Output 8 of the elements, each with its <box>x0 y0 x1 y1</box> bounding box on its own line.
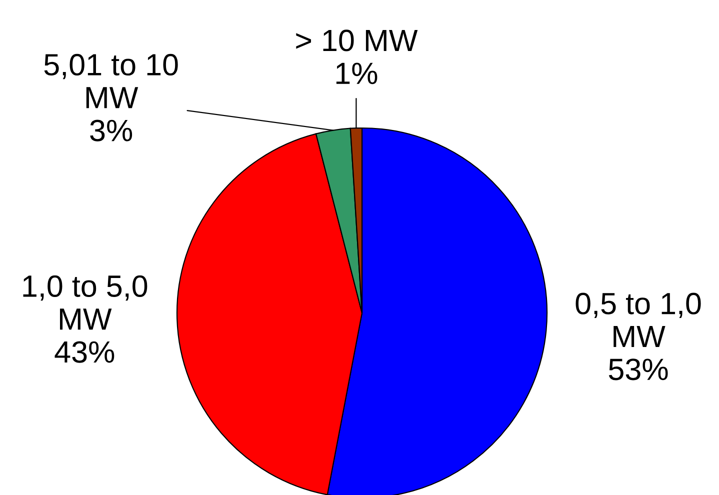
data-label: 3% <box>90 120 132 142</box>
slice-label: 0,5 to 1,0 MW <box>576 292 701 348</box>
data-label: 1% <box>336 62 378 84</box>
data-label: 53% <box>608 358 668 380</box>
slice-label: 5,01 to 10 MW <box>44 54 178 108</box>
data-label: 43% <box>54 341 114 363</box>
slice-label: > 10 MW <box>296 30 418 52</box>
slice-label: 1,0 to 5,0 MW <box>23 275 148 330</box>
